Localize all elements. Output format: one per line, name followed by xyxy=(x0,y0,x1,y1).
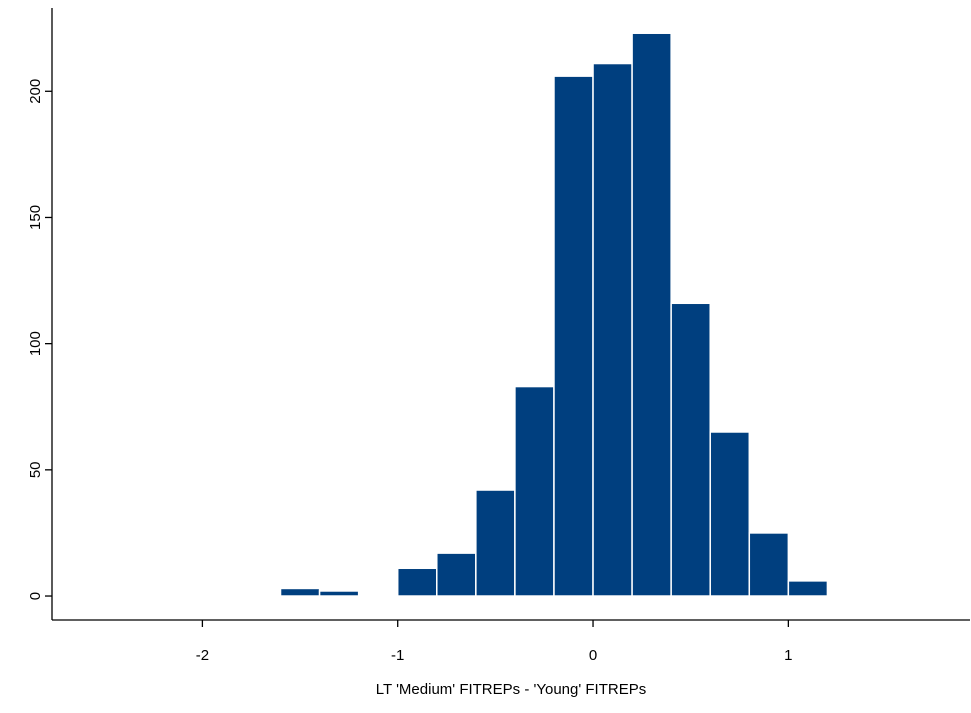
y-tick-label: 50 xyxy=(27,461,44,478)
bar xyxy=(436,552,477,597)
x-axis-label: LT 'Medium' FITREPs - 'Young' FITREPs xyxy=(376,681,646,698)
bar xyxy=(748,532,790,597)
bar xyxy=(514,385,555,597)
bar xyxy=(553,75,594,597)
y-tick-label: 0 xyxy=(27,592,44,600)
bar xyxy=(279,587,321,597)
x-tick-label: 0 xyxy=(589,647,597,664)
bar xyxy=(787,580,829,597)
bar xyxy=(631,32,672,597)
y-tick-label: 200 xyxy=(27,79,44,104)
bar xyxy=(318,590,360,597)
bar xyxy=(592,62,633,597)
x-tick-label: -1 xyxy=(391,647,404,664)
bar xyxy=(475,489,516,597)
x-tick-label: 1 xyxy=(784,647,792,664)
y-tick-label: 150 xyxy=(27,205,44,230)
x-tick-label: -2 xyxy=(196,647,209,664)
bar xyxy=(396,567,438,597)
bar xyxy=(670,302,711,597)
bar xyxy=(709,431,751,597)
y-tick-label: 100 xyxy=(27,331,44,356)
